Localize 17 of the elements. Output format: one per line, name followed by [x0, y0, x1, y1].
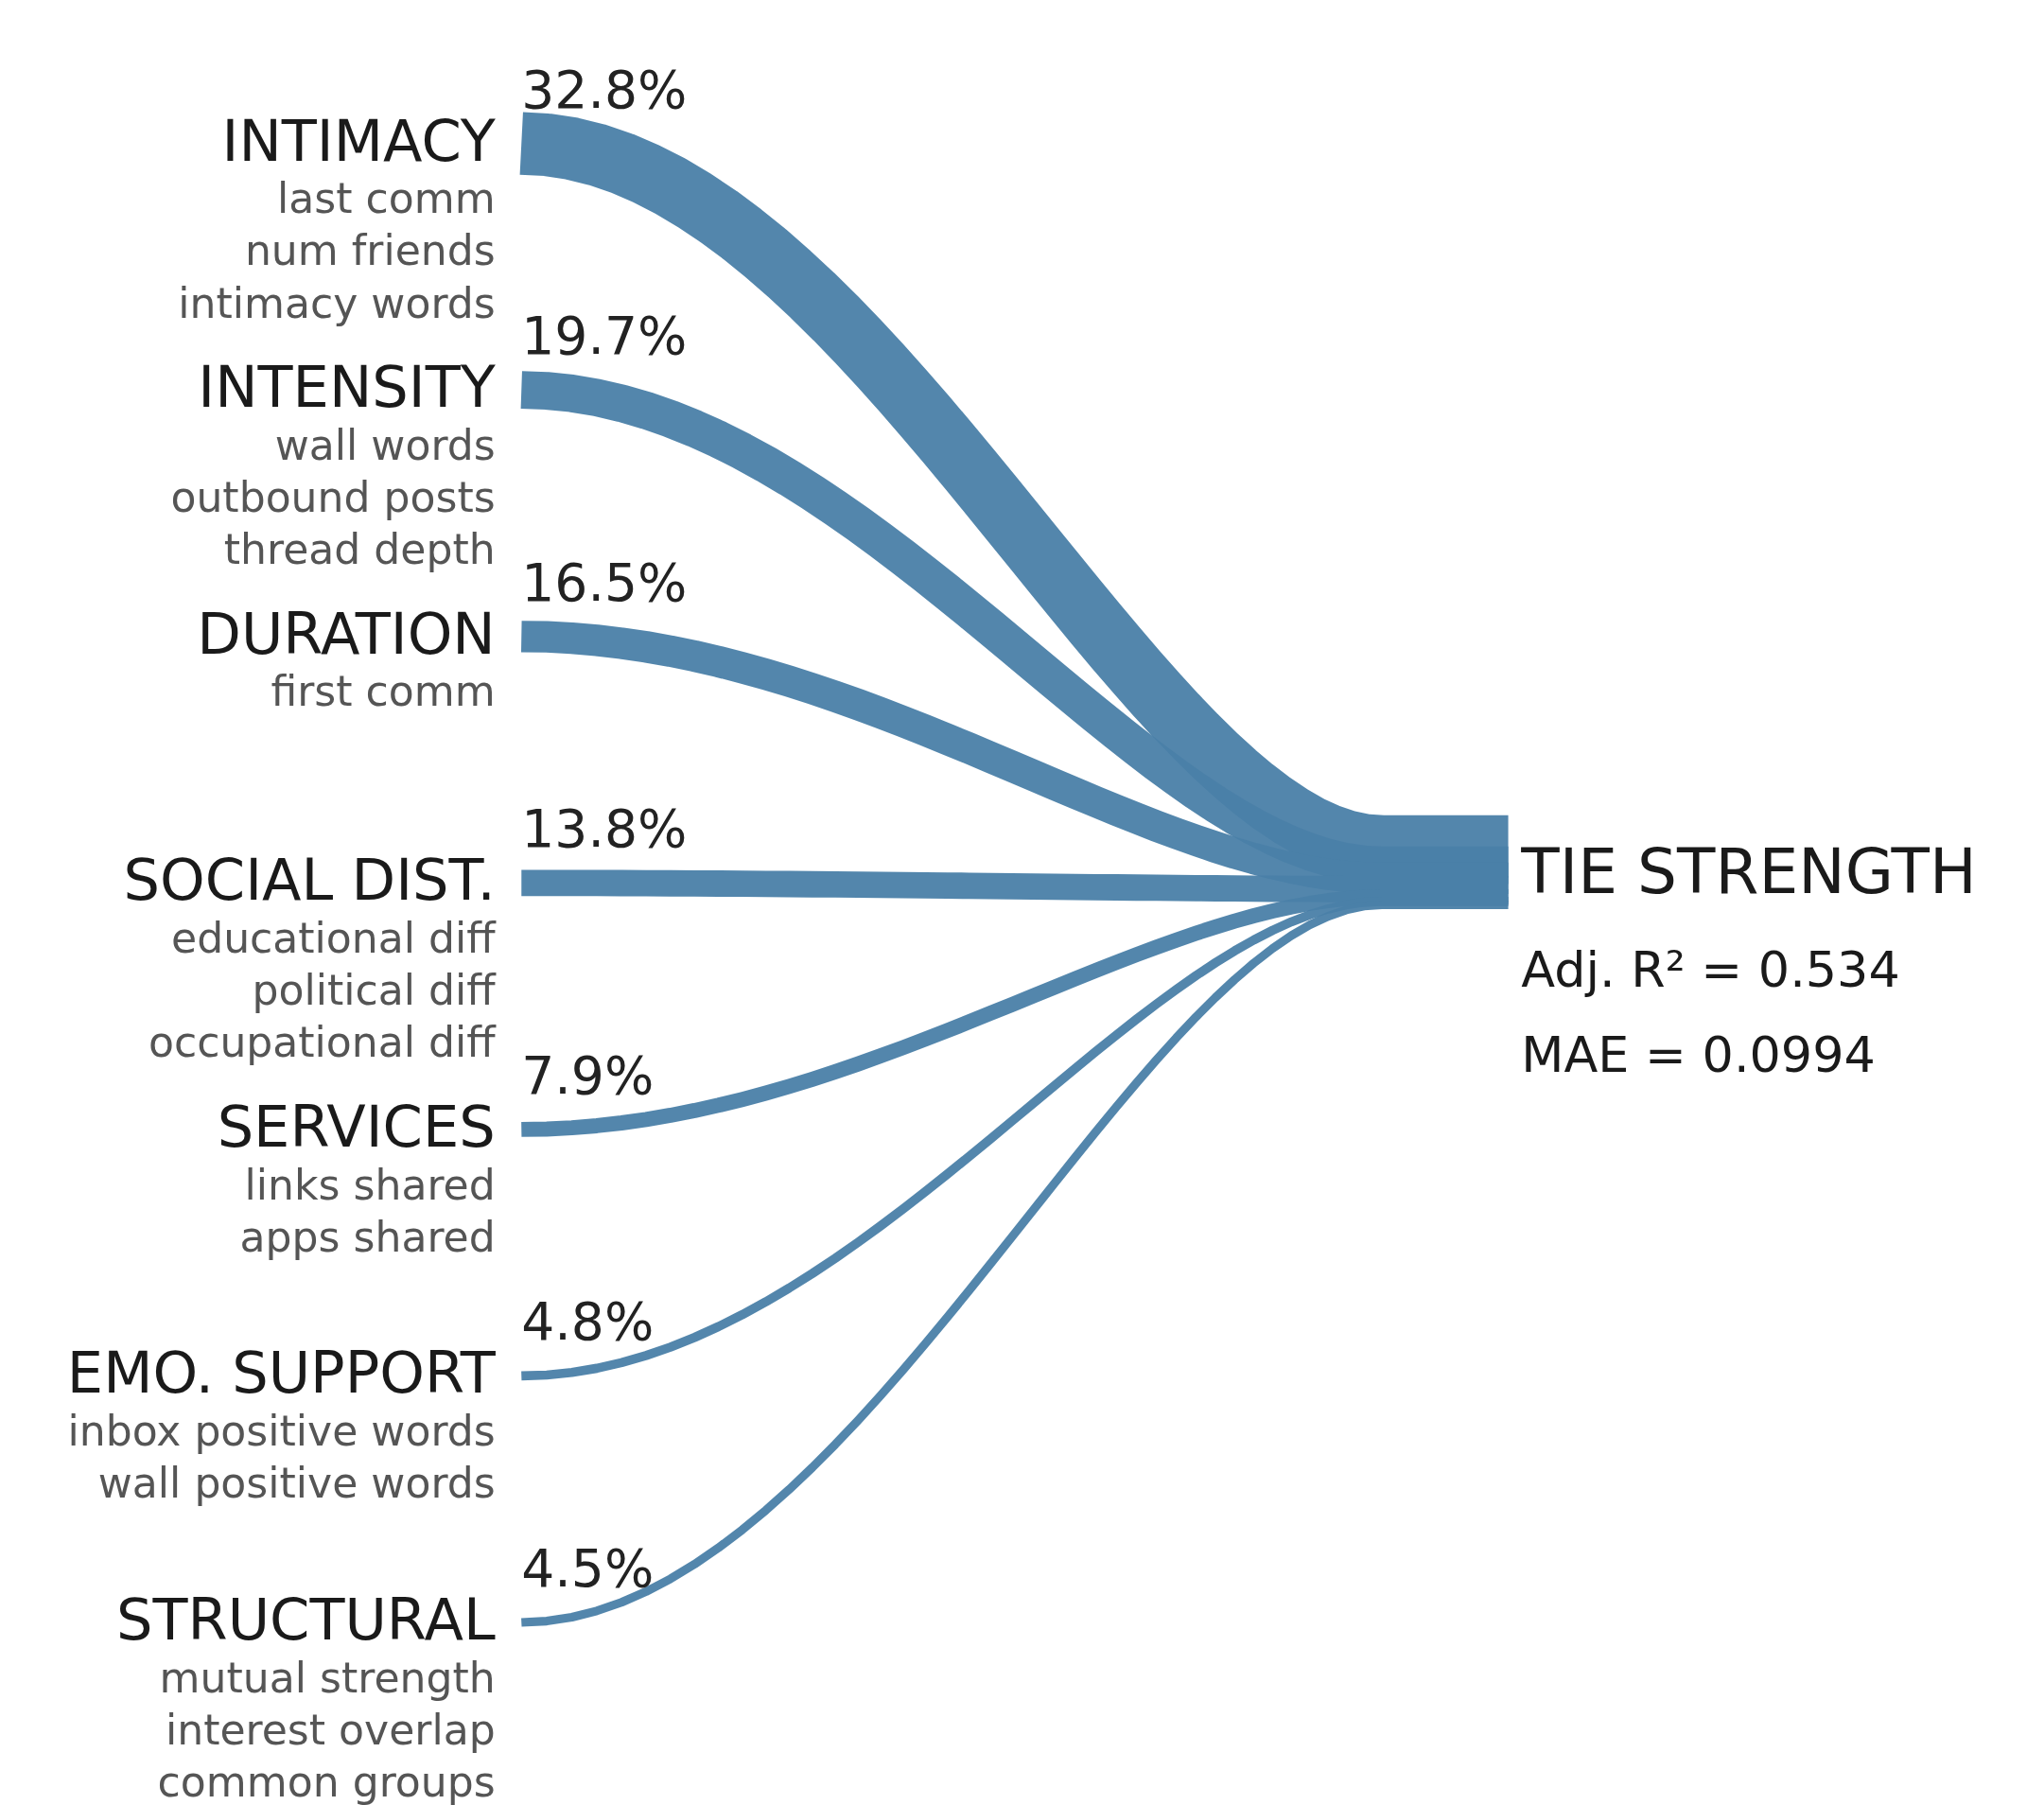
data-label: 19.7%: [521, 306, 688, 367]
text: MAE = 0.0994: [1521, 1025, 1876, 1083]
category-label: SOCIAL DIST. educational diff political diff occupational diff: [123, 847, 496, 1067]
text: Adj. R² = 0.534: [1521, 940, 1900, 999]
category-label: SERVICES links shared apps shared: [217, 1093, 496, 1261]
data-label: 7.9%: [521, 1044, 655, 1106]
data-label: 4.8%: [521, 1291, 655, 1353]
category-label: STRUCTURAL mutual strength interest overlap common groups: [116, 1586, 496, 1805]
text: TIE STRENGTH: [1520, 834, 1977, 908]
data-label: 4.5%: [521, 1537, 655, 1599]
data-label: 13.8%: [521, 798, 688, 860]
data-label: 32.8%: [521, 59, 688, 120]
category-label: EMO. SUPPORT inbox positive words wall positive words: [66, 1340, 496, 1508]
data-label: 16.5%: [521, 552, 688, 613]
category-label: INTIMACY last comm num friends intimacy words: [178, 107, 496, 327]
category-label: DURATION first comm: [197, 600, 496, 716]
category-label: INTENSITY wall words outbound posts thread depth: [170, 354, 496, 574]
